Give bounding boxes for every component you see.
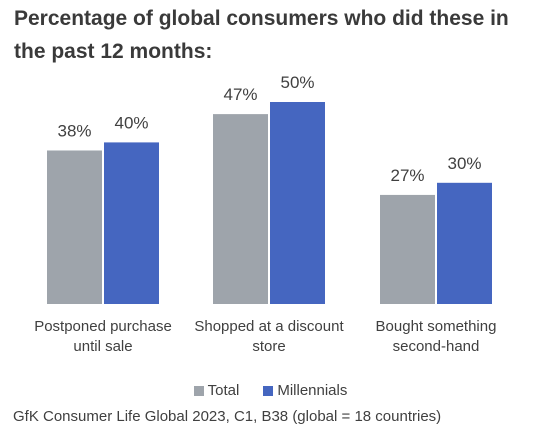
bar-total-2 — [213, 114, 268, 305]
category-label-2-line-1: Shopped at a discount — [194, 318, 344, 335]
bar-millennials-1 — [104, 142, 159, 304]
data-label-total-2: 47% — [223, 85, 257, 104]
data-label-millennials-2: 50% — [280, 73, 314, 92]
data-label-total-1: 38% — [57, 121, 91, 140]
legend-swatch-total — [193, 385, 204, 396]
bar-millennials-3 — [437, 182, 492, 304]
legend-item-millennials: Millennials — [263, 382, 347, 399]
data-label-millennials-3: 30% — [447, 154, 481, 173]
category-label-3-line-1: Bought something — [376, 318, 497, 335]
chart-title: Percentage of global consumers who did t… — [14, 7, 509, 63]
data-label-millennials-1: 40% — [114, 113, 148, 132]
legend-swatch-millennials — [263, 385, 274, 396]
category-label-2-line-2: store — [252, 338, 285, 355]
category-label-1-line-2: until sale — [73, 338, 132, 355]
bar-total-3 — [380, 194, 435, 304]
legend-label-total: Total — [207, 382, 240, 399]
data-label-total-3: 27% — [390, 166, 424, 185]
category-label-1-line-1: Postponed purchase — [34, 318, 172, 335]
legend-item-total: Total — [193, 382, 240, 399]
legend-label-millennials: Millennials — [277, 382, 348, 399]
chart-legend: Total Millennials — [0, 382, 541, 399]
category-label-3-line-2: second-hand — [393, 338, 480, 355]
bar-millennials-2 — [270, 102, 325, 304]
bar-total-1 — [47, 150, 102, 304]
source-note: GfK Consumer Life Global 2023, C1, B38 (… — [13, 408, 442, 425]
